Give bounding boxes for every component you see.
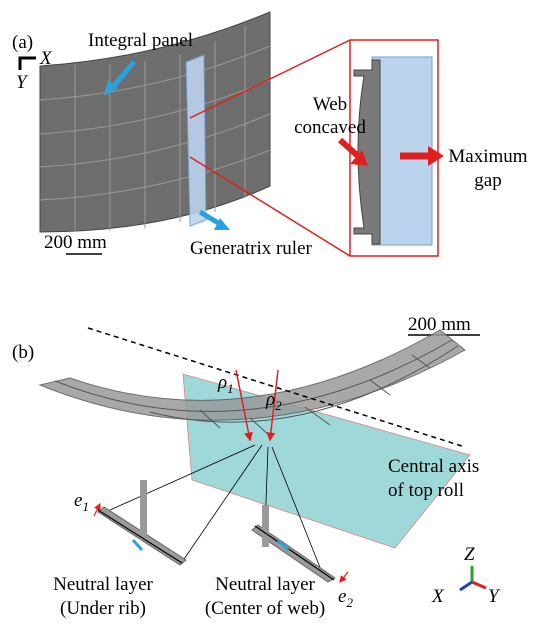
axis-label: Z	[464, 544, 475, 565]
label: (Center of web)	[205, 598, 325, 619]
label: Generatrix ruler	[190, 238, 313, 259]
label: concaved	[294, 117, 366, 138]
label: Central axis	[388, 456, 479, 477]
label: of top roll	[388, 480, 464, 501]
label: Web	[313, 94, 347, 115]
ruler-zoom	[372, 57, 432, 245]
panel-label: (b)	[12, 342, 34, 363]
label: Neutral layer	[53, 574, 153, 595]
axis-label: Y	[488, 586, 501, 607]
label: (Under rib)	[60, 598, 146, 619]
arrow	[340, 140, 358, 156]
label: Maximum	[448, 146, 527, 167]
symbol: ρ1	[217, 372, 234, 396]
generatrix-ruler	[186, 55, 206, 226]
arrow	[133, 540, 142, 550]
curved-panel	[40, 330, 465, 420]
axis-x	[460, 582, 472, 590]
label: Neutral layer	[215, 574, 315, 595]
web-sketch	[262, 505, 269, 547]
scale-label: 200 mm	[44, 232, 107, 253]
panel-label: (a)	[12, 32, 33, 53]
symbol: e1	[74, 490, 89, 514]
figure: (a) X Y Integral panel Web concaved Maxi…	[0, 0, 552, 628]
rib-sketch	[140, 480, 147, 540]
label: Integral panel	[88, 30, 193, 51]
axis-label: X	[431, 586, 445, 607]
arrow	[340, 572, 348, 582]
axis-glyph	[20, 58, 36, 70]
label: gap	[474, 170, 501, 191]
arrow	[428, 146, 444, 166]
axis-label: Y	[16, 72, 29, 93]
symbol: e2	[338, 586, 353, 610]
neutral-line	[255, 526, 334, 580]
axis-y	[472, 582, 486, 588]
